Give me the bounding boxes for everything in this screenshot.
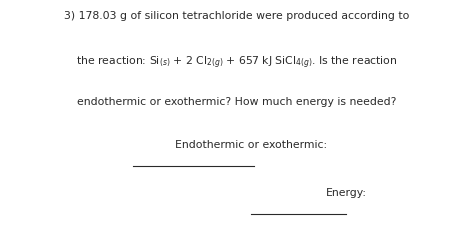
- Text: Endothermic or exothermic:: Endothermic or exothermic:: [175, 140, 327, 149]
- Text: 3) 178.03 g of silicon tetrachloride were produced according to: 3) 178.03 g of silicon tetrachloride wer…: [64, 11, 410, 21]
- Text: the reaction: Si$_{(s)}$ + 2 Cl$_{2(g)}$ + 657 kJ SiCl$_{4(g)}$. Is the reaction: the reaction: Si$_{(s)}$ + 2 Cl$_{2(g)}$…: [76, 54, 398, 70]
- Text: endothermic or exothermic? How much energy is needed?: endothermic or exothermic? How much ener…: [77, 97, 397, 107]
- Text: Energy:: Energy:: [326, 187, 366, 197]
